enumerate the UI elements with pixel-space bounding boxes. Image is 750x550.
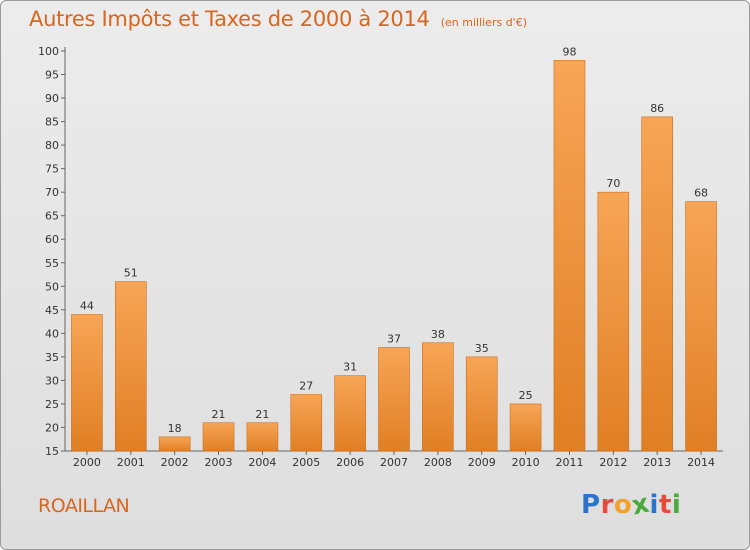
bar-value-label: 21 [255,408,269,421]
x-tick-label: 2002 [161,456,189,469]
y-tick-label: 60 [45,233,59,246]
bar [246,422,279,452]
bar-value-label: 86 [650,102,664,115]
bar [509,403,542,452]
bar-value-label: 70 [606,177,620,190]
bar [422,342,454,452]
x-tick-label: 2009 [468,456,496,469]
bar-value-label: 98 [562,45,576,58]
logo-letter: P [581,490,601,520]
bar-value-label: 21 [212,408,226,421]
x-tick-label: 2007 [380,456,408,469]
bar-value-label: 37 [387,332,401,345]
bar-value-label: 27 [299,380,313,393]
logo-letter: i [671,490,682,520]
x-tick-label: 2010 [512,456,540,469]
bar [290,394,323,452]
bar-value-label: 25 [519,389,533,402]
y-tick-label: 25 [45,398,59,411]
y-tick-label: 50 [45,280,59,293]
y-tick-label: 90 [45,92,59,105]
y-tick-label: 65 [45,210,59,223]
chart-title: Autres Impôts et Taxes de 2000 à 2014 [29,7,430,31]
chart-title-block: Autres Impôts et Taxes de 2000 à 2014 (e… [29,7,527,31]
x-tick-label: 2008 [424,456,452,469]
y-tick-label: 80 [45,139,59,152]
y-tick-label: 100 [38,45,59,58]
commune-name: ROAILLAN [38,495,130,517]
bar [115,281,147,452]
bar-value-label: 38 [431,328,445,341]
y-tick-label: 75 [45,163,59,176]
proxiti-logo: Proxiti [581,489,682,522]
y-tick-label: 20 [45,421,59,434]
logo-letter: t [658,490,672,520]
y-tick-label: 30 [45,374,59,387]
logo-letter: r [600,490,614,520]
logo-letter: o [613,490,633,520]
y-tick-label: 45 [45,304,59,317]
y-tick-label: 85 [45,116,59,129]
bar [685,201,717,452]
bar [378,347,410,452]
x-tick-label: 2001 [117,456,145,469]
x-tick-label: 2006 [336,456,364,469]
bar-value-label: 44 [80,300,94,313]
bar [641,116,674,452]
x-tick-label: 2014 [687,456,715,469]
x-tick-label: 2011 [555,456,583,469]
bar-value-label: 31 [343,361,357,374]
y-tick-label: 35 [45,351,59,364]
logo-letter: i [649,490,659,520]
bar [71,314,103,452]
bar [597,191,630,452]
x-tick-label: 2004 [248,456,276,469]
y-tick-label: 55 [45,257,59,270]
x-tick-label: 2005 [292,456,320,469]
x-tick-label: 2013 [643,456,671,469]
bar [553,60,586,452]
y-tick-label: 70 [45,186,59,199]
y-tick-label: 95 [45,69,59,82]
x-tick-label: 2003 [205,456,233,469]
bar-value-label: 18 [168,422,182,435]
chart-subtitle: (en milliers d'€) [440,16,527,29]
bar [465,356,498,452]
y-tick-label: 40 [45,327,59,340]
y-tick-label: 15 [45,445,59,458]
bar [334,375,366,452]
bar-value-label: 35 [475,342,489,355]
bar [158,436,191,452]
bar [202,422,235,452]
x-tick-label: 2000 [73,456,101,469]
x-tick-label: 2012 [599,456,627,469]
bar-value-label: 68 [694,187,708,200]
bar-value-label: 51 [124,267,138,280]
